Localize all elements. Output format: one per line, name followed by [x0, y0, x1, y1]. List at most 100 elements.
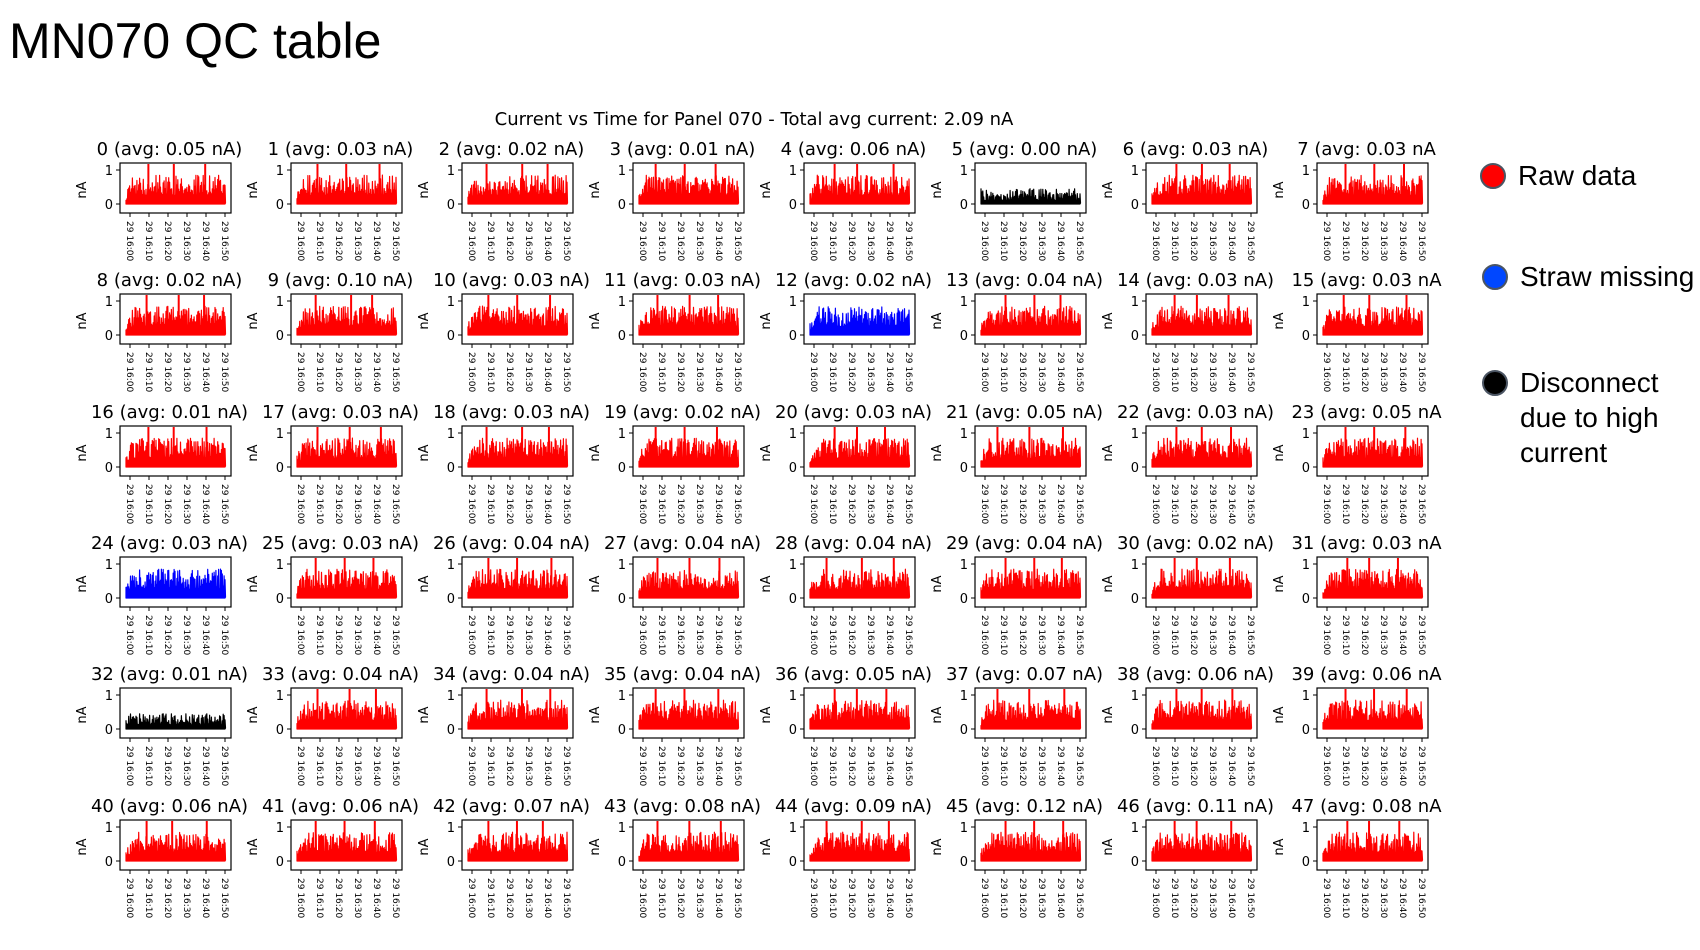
x-tick-label: 29 16:30	[523, 352, 533, 393]
x-tick-label: 29 16:20	[333, 878, 343, 919]
y-tick-label: 0	[960, 329, 968, 344]
x-tick-label: 29 16:10	[656, 352, 666, 393]
y-tick-label: 1	[618, 295, 626, 310]
plot-frame	[1145, 293, 1258, 345]
x-tick-label: 29 16:30	[1207, 746, 1217, 787]
panel-25: 25 (avg: 0.03 nA) nA 1 0 29 16:00 29 16:10 29 …	[246, 533, 419, 656]
x-tick-label: 29 16:30	[352, 878, 362, 919]
panel-title: 8 (avg: 0.02 nA)	[97, 270, 243, 291]
y-tick-label: 1	[276, 295, 284, 310]
x-tick-label: 29 16:50	[219, 615, 229, 656]
y-tick-label: 1	[447, 295, 455, 310]
y-tick-label: 1	[618, 164, 626, 179]
y-tick-label: 0	[960, 723, 968, 738]
x-tick-label: 29 16:10	[998, 484, 1008, 525]
x-tick-label: 29 16:50	[1245, 615, 1255, 656]
series-trace	[638, 699, 740, 730]
x-tick-label: 29 16:20	[675, 615, 685, 656]
plot-frame	[1145, 687, 1258, 739]
x-tick-label: 29 16:00	[1150, 615, 1160, 656]
x-tick-label: 29 16:10	[1340, 221, 1350, 262]
plot-frame	[632, 819, 745, 871]
panel-title: 29 (avg: 0.04 nA)	[946, 533, 1103, 554]
y-tick-label: 0	[105, 723, 113, 738]
panel-title: 11 (avg: 0.03 nA)	[604, 270, 761, 291]
x-tick-label: 29 16:00	[295, 484, 305, 525]
x-tick-label: 29 16:40	[713, 352, 723, 393]
x-tick-label: 29 16:10	[656, 878, 666, 919]
x-tick-label: 29 16:50	[1245, 352, 1255, 393]
y-tick-label: 0	[1302, 592, 1310, 607]
x-tick-label: 29 16:00	[979, 484, 989, 525]
x-tick-label: 29 16:40	[1226, 878, 1236, 919]
plot-frame	[461, 687, 574, 739]
x-tick-label: 29 16:40	[713, 221, 723, 262]
series-trace	[638, 174, 740, 205]
panel-19: 19 (avg: 0.02 nA) nA 1 0 29 16:00 29 16:10 29 …	[588, 402, 761, 525]
x-tick-label: 29 16:10	[143, 878, 153, 919]
y-tick-label: 1	[276, 821, 284, 836]
panel-title: 15 (avg: 0.03 nA	[1291, 270, 1442, 291]
panel-13: 13 (avg: 0.04 nA) nA 1 0 29 16:00 29 16:10 29 …	[930, 270, 1103, 393]
x-tick-label: 29 16:20	[846, 352, 856, 393]
panel-title: 27 (avg: 0.04 nA)	[604, 533, 761, 554]
plot-frame	[1145, 425, 1258, 477]
x-tick-label: 29 16:40	[542, 221, 552, 262]
plot-frame	[119, 425, 232, 477]
legend-marker-black-dot-icon	[1482, 370, 1508, 396]
x-tick-label: 29 16:20	[504, 221, 514, 262]
plot-frame	[803, 293, 916, 345]
panel-27: 27 (avg: 0.04 nA) nA 1 0 29 16:00 29 16:10 29 …	[588, 533, 761, 656]
x-tick-label: 29 16:10	[314, 352, 324, 393]
y-axis-label: nA	[930, 706, 945, 723]
x-tick-label: 29 16:20	[162, 878, 172, 919]
y-axis-label: nA	[759, 181, 774, 198]
y-axis-label: nA	[930, 312, 945, 329]
y-tick-label: 0	[276, 198, 284, 213]
x-tick-label: 29 16:30	[1378, 352, 1388, 393]
x-tick-label: 29 16:50	[561, 221, 571, 262]
x-tick-label: 29 16:20	[846, 746, 856, 787]
y-axis-label: nA	[1272, 312, 1287, 329]
y-tick-label: 1	[960, 164, 968, 179]
chart-title: Current vs Time for Panel 070 - Total av…	[495, 109, 1014, 130]
plot-frame	[803, 687, 916, 739]
x-tick-label: 29 16:50	[561, 484, 571, 525]
y-tick-label: 0	[1302, 461, 1310, 476]
x-tick-label: 29 16:00	[637, 746, 647, 787]
panel-14: 14 (avg: 0.03 nA) nA 1 0 29 16:00 29 16:10 29 …	[1101, 270, 1274, 393]
panel-title: 34 (avg: 0.04 nA)	[433, 664, 590, 685]
y-axis-label: nA	[588, 444, 603, 461]
y-tick-label: 1	[1131, 821, 1139, 836]
y-tick-label: 1	[618, 427, 626, 442]
x-tick-label: 29 16:20	[675, 221, 685, 262]
x-tick-label: 29 16:40	[542, 615, 552, 656]
x-tick-label: 29 16:50	[561, 878, 571, 919]
x-tick-label: 29 16:30	[1207, 221, 1217, 262]
legend-label-straw-missing: Straw missing	[1520, 261, 1695, 292]
x-tick-label: 29 16:20	[846, 615, 856, 656]
x-tick-label: 29 16:40	[200, 878, 210, 919]
y-tick-label: 0	[1131, 461, 1139, 476]
x-tick-label: 29 16:30	[694, 352, 704, 393]
panel-3: 3 (avg: 0.01 nA) nA 1 0 29 16:00 29 16:10 29 1…	[588, 139, 755, 262]
x-tick-label: 29 16:00	[808, 746, 818, 787]
y-tick-label: 0	[276, 592, 284, 607]
x-tick-label: 29 16:20	[1359, 221, 1369, 262]
x-tick-label: 29 16:10	[485, 615, 495, 656]
x-tick-label: 29 16:30	[865, 746, 875, 787]
y-tick-label: 1	[1302, 427, 1310, 442]
x-tick-label: 29 16:00	[1321, 221, 1331, 262]
x-tick-label: 29 16:00	[979, 352, 989, 393]
y-axis-label: nA	[1101, 312, 1116, 329]
panel-10: 10 (avg: 0.03 nA) nA 1 0 29 16:00 29 16:10 29 …	[417, 270, 590, 393]
y-axis-label: nA	[1101, 706, 1116, 723]
plot-frame	[974, 293, 1087, 345]
x-tick-label: 29 16:00	[637, 615, 647, 656]
series-trace	[980, 188, 1082, 205]
y-tick-label: 0	[789, 855, 797, 870]
x-tick-label: 29 16:40	[884, 484, 894, 525]
panel-title: 16 (avg: 0.01 nA)	[91, 402, 248, 423]
legend-item-disconnect: Disconnect due to high current	[1482, 365, 1692, 470]
x-tick-label: 29 16:10	[143, 615, 153, 656]
